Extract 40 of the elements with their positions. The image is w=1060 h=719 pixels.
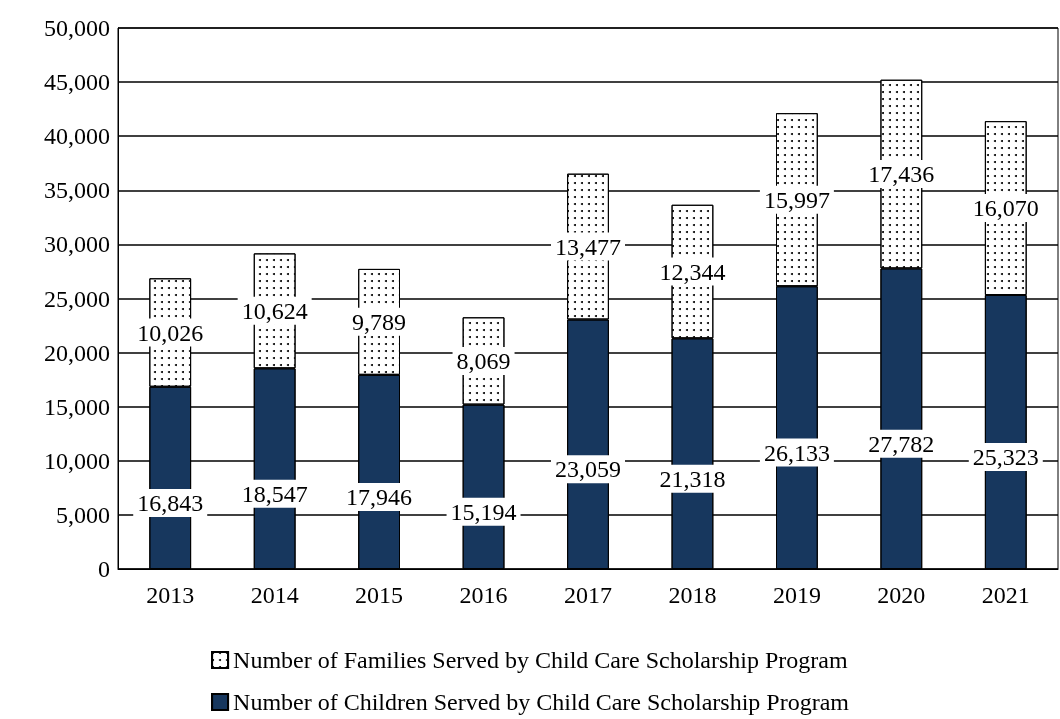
x-tick-label: 2013 [146, 582, 195, 608]
x-tick-label: 2015 [355, 582, 404, 608]
x-tick-label: 2020 [877, 582, 926, 608]
y-tick-label: 5,000 [56, 501, 110, 528]
y-tick-label: 30,000 [44, 231, 110, 258]
x-tick-label: 2019 [772, 582, 821, 608]
data-label: 21,318 [659, 465, 726, 492]
x-tick-label: 2021 [981, 582, 1030, 608]
data-label: 18,547 [241, 480, 308, 507]
legend-label: Number of Families Served by Child Care Scholarship Program [233, 647, 848, 673]
data-label: 16,843 [137, 489, 204, 516]
y-tick-label: 10,000 [44, 447, 110, 474]
data-label: 8,069 [456, 347, 511, 374]
x-tick-label: 2014 [250, 582, 299, 608]
data-label: 16,070 [972, 195, 1039, 222]
data-label: 10,624 [241, 297, 308, 324]
data-label: 26,133 [763, 439, 830, 466]
data-label: 15,194 [450, 498, 517, 525]
data-label: 25,323 [972, 444, 1039, 470]
data-label: 12,344 [659, 258, 726, 285]
data-label: 15,997 [763, 186, 830, 213]
x-tick-label: 2017 [564, 582, 612, 608]
data-label: 23,059 [555, 456, 621, 483]
y-tick-label: 15,000 [44, 393, 110, 420]
x-tick-label: 2016 [459, 582, 508, 608]
data-label: 13,477 [555, 233, 621, 260]
y-tick-label: 40,000 [44, 123, 110, 150]
y-tick-label: 0 [98, 556, 110, 582]
data-label: 27,782 [868, 430, 935, 457]
legend-label: Number of Children Served by Child Care Scholarship Program [233, 689, 850, 715]
y-tick-label: 25,000 [44, 285, 110, 312]
data-label: 17,436 [868, 161, 935, 188]
x-tick-label: 2018 [668, 582, 717, 608]
data-label: 17,946 [346, 483, 413, 510]
data-label: 10,026 [137, 319, 204, 346]
y-tick-label: 45,000 [44, 69, 110, 96]
data-label: 9,789 [352, 308, 407, 335]
y-tick-label: 35,000 [44, 177, 110, 204]
y-tick-label: 50,000 [44, 15, 110, 41]
y-tick-label: 20,000 [44, 339, 110, 366]
